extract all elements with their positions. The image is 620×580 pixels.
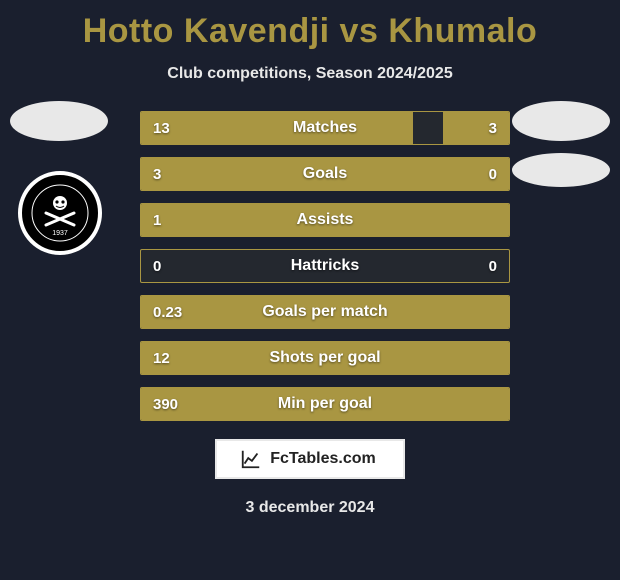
player-right-avatar-1 [512, 101, 610, 141]
bar-left-value: 0 [141, 250, 173, 282]
bar-left-value: 1 [141, 204, 173, 236]
club-badge-left: 1937 [18, 171, 102, 255]
badge-year: 1937 [52, 230, 68, 237]
bar-left-value: 12 [141, 342, 182, 374]
bar-left-fill [141, 112, 413, 144]
bar-left-value: 390 [141, 388, 190, 420]
watermark-text: FcTables.com [266, 448, 380, 470]
date-label: 3 december 2024 [0, 499, 620, 517]
page-title: Hotto Kavendji vs Khumalo [0, 0, 620, 51]
bar-left-fill [141, 204, 509, 236]
bar-left-fill [141, 158, 509, 190]
stat-bars: 133Matches30Goals1Assists00Hattricks0.23… [140, 111, 510, 421]
comparison-arena: 1937 133Matches30Goals1Assists00Hattrick… [0, 111, 620, 421]
bar-right-value: 0 [477, 158, 509, 190]
chart-icon [240, 448, 262, 470]
bar-left-value: 0.23 [141, 296, 194, 328]
bar-left-fill [141, 296, 509, 328]
stat-bar-goals-per-match: 0.23Goals per match [140, 295, 510, 329]
stat-bar-matches: 133Matches [140, 111, 510, 145]
bar-right-value: 0 [477, 250, 509, 282]
pirates-logo-icon: 1937 [30, 183, 90, 243]
bar-label: Hattricks [141, 250, 509, 282]
player-right-avatar-2 [512, 153, 610, 187]
subtitle: Club competitions, Season 2024/2025 [0, 65, 620, 83]
stat-bar-assists: 1Assists [140, 203, 510, 237]
watermark: FcTables.com [215, 439, 405, 479]
stat-bar-goals: 30Goals [140, 157, 510, 191]
stat-bar-hattricks: 0 0Hattricks [140, 249, 510, 283]
stat-bar-min-per-goal: 390Min per goal [140, 387, 510, 421]
bar-left-value: 13 [141, 112, 182, 144]
bar-left-value: 3 [141, 158, 173, 190]
bar-left-fill [141, 388, 509, 420]
bar-right-value: 3 [477, 112, 509, 144]
player-left-avatar [10, 101, 108, 141]
bar-left-fill [141, 342, 509, 374]
stat-bar-shots-per-goal: 12Shots per goal [140, 341, 510, 375]
